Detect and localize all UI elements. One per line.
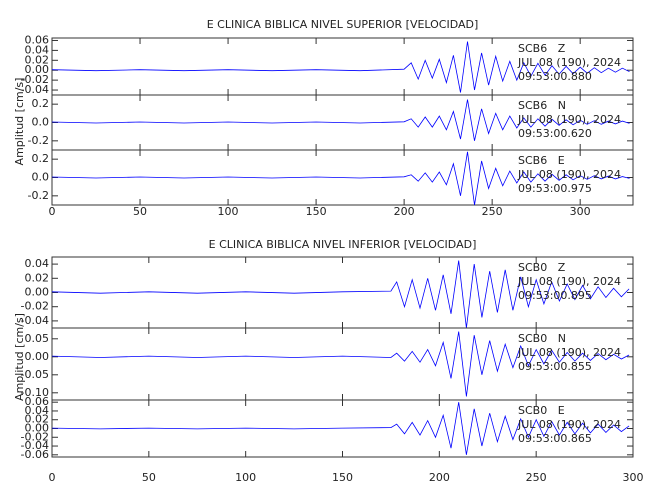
- y-tick-label: 0.04: [25, 43, 50, 56]
- y-tick-label: 0.06: [25, 33, 50, 46]
- station-label: SCB0 E: [518, 404, 565, 417]
- y-tick-label: -0.2: [28, 189, 49, 202]
- x-tick-label: 250: [482, 205, 503, 218]
- x-tick-label: 100: [235, 471, 256, 484]
- y-tick-label: -0.05: [21, 368, 49, 381]
- date-label: JUL 08 (190), 2024: [517, 56, 621, 69]
- y-tick-label: -0.02: [21, 73, 49, 86]
- y-tick-label: -0.2: [28, 134, 49, 147]
- waveform: [51, 41, 630, 93]
- station-label: SCB6 Z: [518, 42, 566, 55]
- time-label: 09:53:00.975: [518, 182, 592, 195]
- y-axis-label: Amplitud [cm/s]: [13, 313, 26, 401]
- date-label: JUL 08 (190), 2024: [517, 418, 621, 431]
- y-tick-label: 0.04: [25, 257, 50, 270]
- x-tick-label: 0: [49, 205, 56, 218]
- x-tick-label: 100: [218, 205, 239, 218]
- y-tick-label: 0.06: [25, 395, 50, 408]
- waveform: [51, 99, 630, 141]
- y-tick-label: 0.02: [25, 53, 50, 66]
- time-label: 09:53:00.855: [518, 360, 592, 373]
- y-tick-label: 0.0: [32, 116, 50, 129]
- time-label: 09:53:00.895: [518, 289, 592, 302]
- date-label: JUL 08 (190), 2024: [517, 346, 621, 359]
- time-label: 09:53:00.880: [518, 70, 592, 83]
- x-tick-label: 200: [429, 471, 450, 484]
- time-label: 09:53:00.620: [518, 127, 592, 140]
- station-label: SCB6 E: [518, 154, 565, 167]
- x-tick-label: 150: [332, 471, 353, 484]
- y-tick-label: 0.00: [25, 350, 50, 363]
- y-tick-label: 0.02: [25, 271, 50, 284]
- y-tick-label: 0.04: [25, 404, 50, 417]
- y-tick-label: -0.04: [21, 314, 49, 327]
- station-label: SCB6 N: [518, 99, 566, 112]
- waveform: [51, 260, 630, 329]
- y-tick-label: -0.10: [21, 386, 49, 399]
- y-tick-label: 0.2: [32, 97, 50, 110]
- y-tick-label: -0.02: [21, 300, 49, 313]
- x-tick-label: 50: [133, 205, 147, 218]
- station-label: SCB0 Z: [518, 261, 566, 274]
- y-tick-label: 0.00: [25, 422, 50, 435]
- x-tick-label: 250: [526, 471, 547, 484]
- y-tick-label: 0.05: [25, 332, 50, 345]
- x-tick-label: 50: [142, 471, 156, 484]
- chart-title: E CLINICA BIBLICA NIVEL INFERIOR [VELOCI…: [209, 238, 477, 251]
- y-tick-label: 0.00: [25, 286, 50, 299]
- x-tick-label: 150: [306, 205, 327, 218]
- waveform: [51, 151, 630, 206]
- x-tick-label: 300: [570, 205, 591, 218]
- y-tick-label: -0.06: [21, 448, 49, 461]
- waveform: [51, 331, 630, 397]
- y-axis-label: Amplitud [cm/s]: [13, 78, 26, 166]
- y-tick-label: -0.04: [21, 439, 49, 452]
- y-tick-label: 0.00: [25, 63, 50, 76]
- chart-title: E CLINICA BIBLICA NIVEL SUPERIOR [VELOCI…: [207, 18, 479, 31]
- x-tick-label: 0: [49, 471, 56, 484]
- waveform: [51, 402, 630, 455]
- date-label: JUL 08 (190), 2024: [517, 113, 621, 126]
- y-tick-label: -0.04: [21, 83, 49, 96]
- y-tick-label: 0.0: [32, 171, 50, 184]
- y-tick-label: 0.02: [25, 413, 50, 426]
- x-tick-label: 200: [394, 205, 415, 218]
- time-label: 09:53:00.865: [518, 432, 592, 445]
- date-label: JUL 08 (190), 2024: [517, 275, 621, 288]
- x-tick-label: 300: [623, 471, 644, 484]
- station-label: SCB0 N: [518, 332, 566, 345]
- y-tick-label: -0.02: [21, 430, 49, 443]
- date-label: JUL 08 (190), 2024: [517, 168, 621, 181]
- y-tick-label: 0.2: [32, 152, 50, 165]
